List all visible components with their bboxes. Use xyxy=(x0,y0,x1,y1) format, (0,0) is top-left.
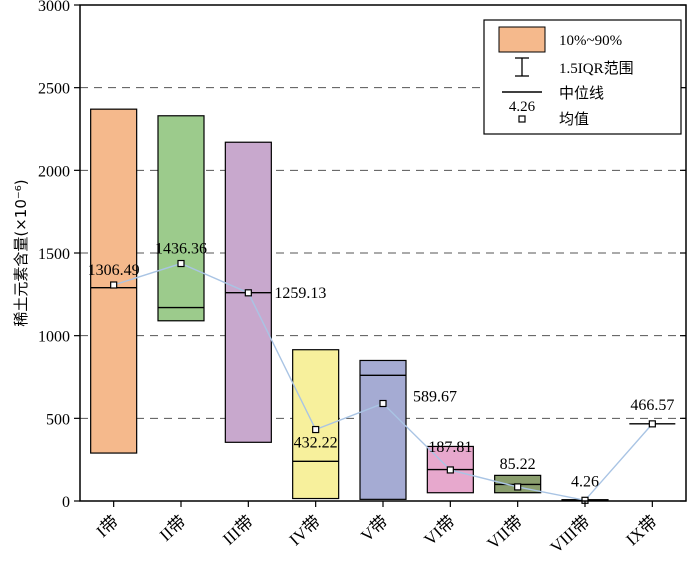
box xyxy=(292,349,340,500)
y-tick-label: 500 xyxy=(46,411,70,428)
legend-median-label: 中位线 xyxy=(559,84,604,102)
mean-value-label: 187.81 xyxy=(428,439,472,456)
x-tick-label: III带 xyxy=(219,512,257,549)
y-axis: 0 500 1000 1500 2000 2500 3000 xyxy=(38,0,686,511)
mean-value-label: 4.26 xyxy=(571,473,599,490)
legend-box-label: 10%~90% xyxy=(559,33,622,49)
x-tick-label: IV带 xyxy=(286,512,325,550)
y-tick-label: 1000 xyxy=(38,329,70,346)
legend-whisker-label: 1.5IQR范围 xyxy=(559,60,634,77)
mean-marker xyxy=(379,399,387,408)
mean-marker xyxy=(110,281,118,289)
x-axis: I带 II带 III带 IV带 V带 VI带 VII带 VIII带 IX带 xyxy=(93,501,661,557)
means-layer: 1306.49 1436.36 1259.13 432.22 589.67 187.81 8… xyxy=(88,241,674,504)
mean-marker xyxy=(177,259,185,268)
mean-value-label: 85.22 xyxy=(500,456,536,473)
mean-value-label: 589.67 xyxy=(413,389,457,406)
y-axis-label: 稀土元素含量(×10⁻⁶) xyxy=(12,179,30,326)
mean-value-label: 466.57 xyxy=(630,397,674,414)
mean-marker xyxy=(648,420,656,428)
y-tick-label: 2000 xyxy=(38,163,70,180)
x-tick-label: VI带 xyxy=(420,512,459,550)
boxes-layer xyxy=(90,108,676,502)
box xyxy=(157,115,205,322)
x-tick-label: V带 xyxy=(357,512,391,546)
x-tick-label: II带 xyxy=(156,512,190,545)
legend-mean-label: 均值 xyxy=(559,110,589,128)
mean-value-label: 1436.36 xyxy=(155,241,207,258)
y-tick-label: 2500 xyxy=(38,81,70,98)
mean-marker xyxy=(446,466,454,474)
x-tick-label: VIII带 xyxy=(547,512,594,557)
legend-box-swatch xyxy=(498,26,546,53)
legend-mean-example: 4.26 xyxy=(509,99,536,115)
mean-value-label: 1306.49 xyxy=(88,262,140,279)
mean-marker xyxy=(514,483,522,491)
mean-value-label: 432.22 xyxy=(294,435,338,452)
y-tick-label: 1500 xyxy=(38,246,70,263)
y-tick-label: 0 xyxy=(62,494,70,511)
legend-mean-icon xyxy=(518,115,526,123)
box xyxy=(90,108,138,454)
box xyxy=(359,359,407,500)
y-tick-label: 3000 xyxy=(38,0,70,15)
x-tick-label: I带 xyxy=(93,512,123,541)
mean-marker xyxy=(312,425,320,434)
x-tick-label: VII带 xyxy=(483,512,526,553)
mean-value-label: 1259.13 xyxy=(274,285,326,302)
x-tick-label: IX带 xyxy=(622,512,661,550)
mean-marker xyxy=(244,289,252,297)
